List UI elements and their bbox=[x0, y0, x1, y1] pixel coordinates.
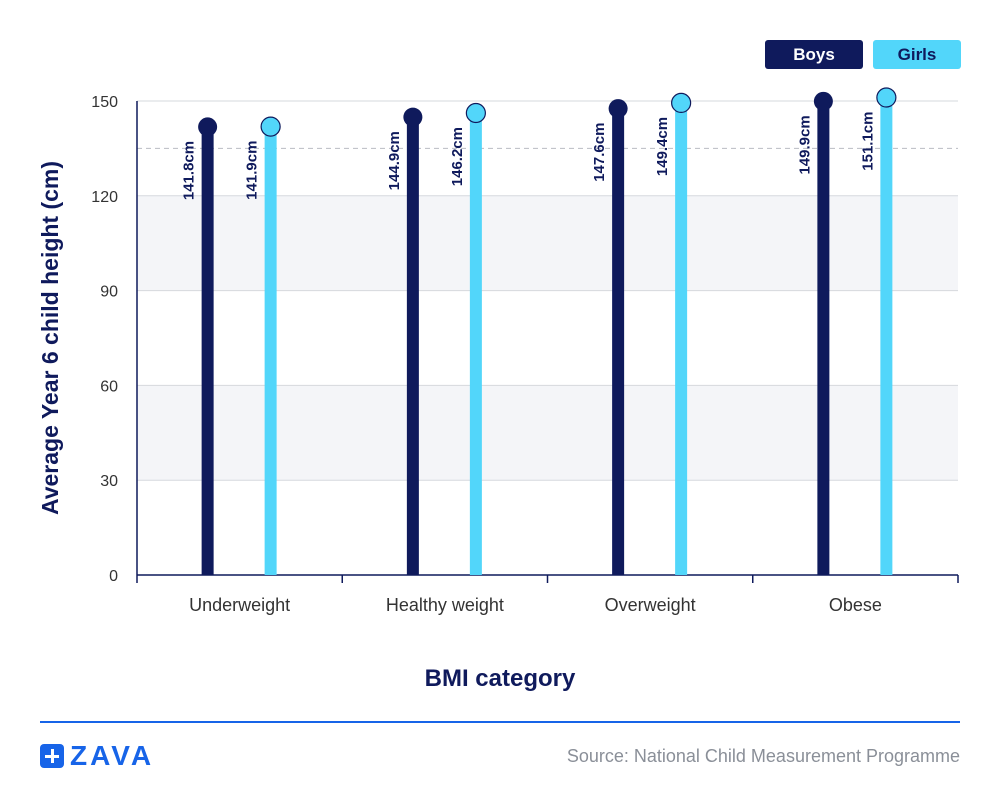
source-note: Source: National Child Measurement Progr… bbox=[566, 746, 960, 766]
girls-stem bbox=[469, 113, 482, 576]
legend-boys[interactable]: Boys bbox=[765, 40, 863, 69]
y-tick-label: 90 bbox=[100, 284, 118, 301]
boys-stem bbox=[817, 101, 830, 575]
footer-divider bbox=[40, 721, 960, 723]
girls-stem bbox=[675, 102, 688, 576]
x-tick-label: Overweight bbox=[605, 595, 696, 615]
y-tick-label: 60 bbox=[100, 378, 118, 395]
zava-logo: ZAVA bbox=[40, 740, 155, 771]
girls-stem bbox=[264, 126, 277, 575]
y-axis-title: Average Year 6 child height (cm) bbox=[37, 161, 63, 515]
legend-girls[interactable]: Girls bbox=[873, 40, 961, 69]
y-tick-label: 0 bbox=[109, 568, 118, 585]
boys-data-label: 144.9cm bbox=[386, 131, 403, 190]
boys-marker bbox=[608, 99, 628, 119]
boys-stem bbox=[406, 117, 419, 575]
medical-cross-icon bbox=[40, 744, 64, 768]
x-tick-label: Underweight bbox=[189, 595, 290, 615]
brand-name: ZAVA bbox=[70, 740, 155, 771]
girls-stem bbox=[880, 97, 893, 576]
boys-marker bbox=[403, 107, 423, 127]
boys-stem bbox=[612, 108, 625, 576]
x-axis-title: BMI category bbox=[425, 665, 576, 692]
boys-marker bbox=[198, 117, 218, 137]
girls-data-label: 151.1cm bbox=[859, 112, 876, 171]
y-tick-label: 150 bbox=[91, 94, 118, 111]
boys-data-label: 141.8cm bbox=[181, 141, 198, 200]
girls-marker bbox=[876, 87, 897, 108]
y-tick-label: 120 bbox=[91, 189, 118, 206]
boys-data-label: 147.6cm bbox=[591, 123, 608, 182]
girls-data-label: 146.2cm bbox=[449, 127, 466, 186]
girls-marker bbox=[260, 116, 281, 137]
boys-data-label: 149.9cm bbox=[796, 115, 813, 174]
girls-data-label: 141.9cm bbox=[244, 141, 261, 200]
lollipop-chart: 0 30 60 90 120 150 Underweight Healthy weight Ov… bbox=[37, 87, 959, 692]
boys-stem bbox=[201, 126, 214, 576]
grid-band bbox=[137, 195, 958, 291]
x-tick-label: Healthy weight bbox=[386, 595, 504, 615]
grid-band bbox=[137, 385, 958, 481]
girls-marker bbox=[671, 92, 692, 113]
boys-marker bbox=[813, 91, 833, 111]
girls-data-label: 149.4cm bbox=[654, 117, 671, 176]
x-tick-label: Obese bbox=[829, 595, 882, 615]
y-tick-label: 30 bbox=[100, 473, 118, 490]
girls-marker bbox=[465, 102, 486, 124]
